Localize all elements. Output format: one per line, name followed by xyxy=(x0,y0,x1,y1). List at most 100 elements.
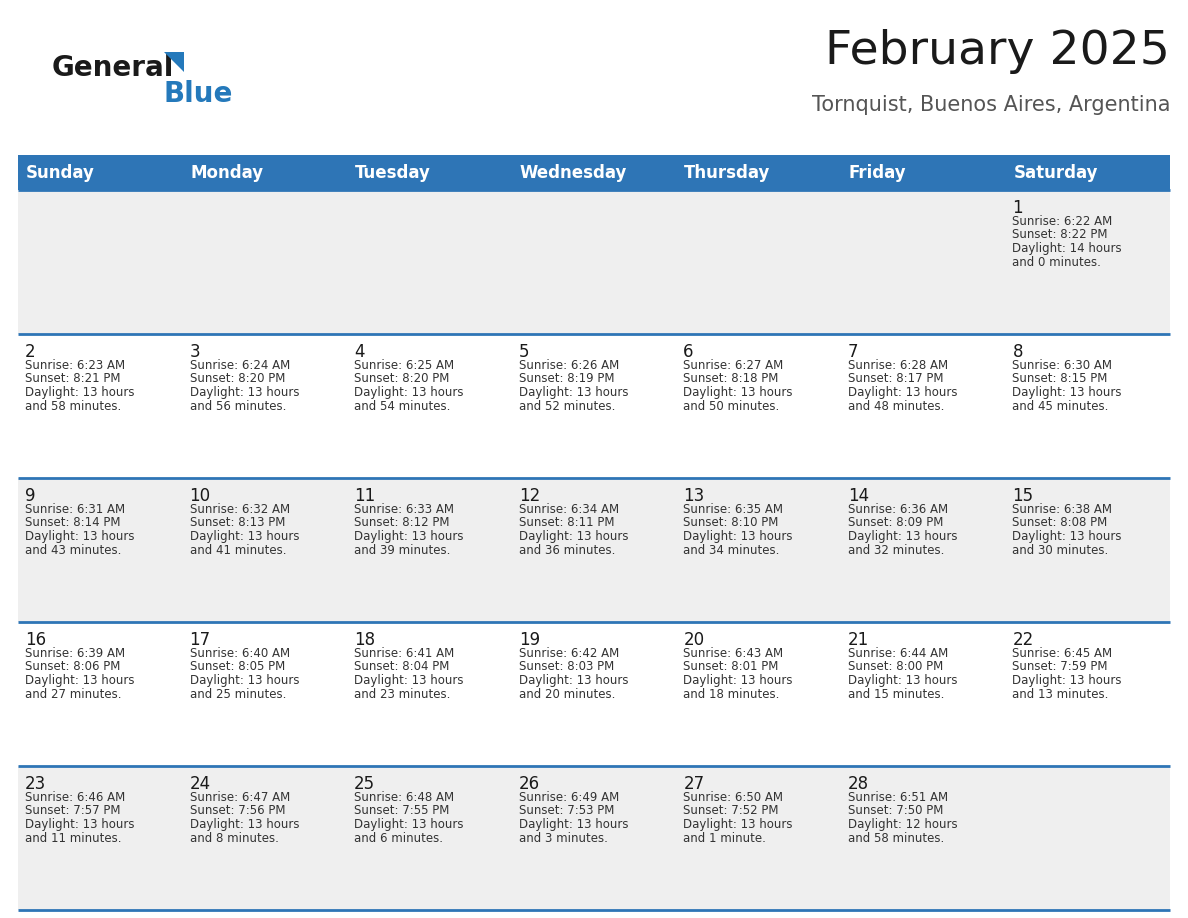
Bar xyxy=(183,155,347,190)
Text: Wednesday: Wednesday xyxy=(519,163,627,182)
Text: and 11 minutes.: and 11 minutes. xyxy=(25,832,121,845)
Text: Friday: Friday xyxy=(849,163,906,182)
Text: Sunrise: 6:23 AM: Sunrise: 6:23 AM xyxy=(25,359,125,372)
Text: Sunset: 8:13 PM: Sunset: 8:13 PM xyxy=(190,517,285,530)
Text: Sunrise: 6:25 AM: Sunrise: 6:25 AM xyxy=(354,359,454,372)
Text: Sunset: 8:00 PM: Sunset: 8:00 PM xyxy=(848,660,943,674)
Text: Sunrise: 6:38 AM: Sunrise: 6:38 AM xyxy=(1012,503,1112,516)
Text: 6: 6 xyxy=(683,343,694,361)
Text: Tuesday: Tuesday xyxy=(355,163,431,182)
Text: Daylight: 13 hours: Daylight: 13 hours xyxy=(683,674,792,687)
Text: Daylight: 13 hours: Daylight: 13 hours xyxy=(354,818,463,831)
Text: Sunrise: 6:48 AM: Sunrise: 6:48 AM xyxy=(354,791,454,804)
Text: 24: 24 xyxy=(190,775,210,793)
Text: Daylight: 13 hours: Daylight: 13 hours xyxy=(848,530,958,543)
Text: Sunset: 7:56 PM: Sunset: 7:56 PM xyxy=(190,804,285,818)
Text: Daylight: 13 hours: Daylight: 13 hours xyxy=(683,818,792,831)
Text: 13: 13 xyxy=(683,487,704,505)
Text: 15: 15 xyxy=(1012,487,1034,505)
Text: Sunset: 8:17 PM: Sunset: 8:17 PM xyxy=(848,373,943,386)
Text: 2: 2 xyxy=(25,343,36,361)
Text: Sunrise: 6:42 AM: Sunrise: 6:42 AM xyxy=(519,647,619,660)
Text: 5: 5 xyxy=(519,343,529,361)
Text: Sunrise: 6:49 AM: Sunrise: 6:49 AM xyxy=(519,791,619,804)
Text: Daylight: 13 hours: Daylight: 13 hours xyxy=(354,530,463,543)
Text: 9: 9 xyxy=(25,487,36,505)
Text: and 43 minutes.: and 43 minutes. xyxy=(25,543,121,556)
Text: Sunset: 8:01 PM: Sunset: 8:01 PM xyxy=(683,660,778,674)
Text: Daylight: 13 hours: Daylight: 13 hours xyxy=(190,818,299,831)
Text: Daylight: 13 hours: Daylight: 13 hours xyxy=(25,674,134,687)
Text: and 36 minutes.: and 36 minutes. xyxy=(519,543,615,556)
Text: Sunrise: 6:50 AM: Sunrise: 6:50 AM xyxy=(683,791,783,804)
Text: Daylight: 13 hours: Daylight: 13 hours xyxy=(1012,674,1121,687)
Bar xyxy=(1005,155,1170,190)
Text: Sunrise: 6:31 AM: Sunrise: 6:31 AM xyxy=(25,503,125,516)
Text: Sunrise: 6:27 AM: Sunrise: 6:27 AM xyxy=(683,359,784,372)
Text: 20: 20 xyxy=(683,631,704,649)
Text: and 6 minutes.: and 6 minutes. xyxy=(354,832,443,845)
Text: Daylight: 12 hours: Daylight: 12 hours xyxy=(848,818,958,831)
Text: Sunrise: 6:35 AM: Sunrise: 6:35 AM xyxy=(683,503,783,516)
Text: 26: 26 xyxy=(519,775,539,793)
Text: and 58 minutes.: and 58 minutes. xyxy=(25,399,121,412)
Text: 8: 8 xyxy=(1012,343,1023,361)
Text: Sunset: 8:15 PM: Sunset: 8:15 PM xyxy=(1012,373,1107,386)
Text: Daylight: 13 hours: Daylight: 13 hours xyxy=(519,818,628,831)
Text: and 3 minutes.: and 3 minutes. xyxy=(519,832,607,845)
Text: and 27 minutes.: and 27 minutes. xyxy=(25,688,121,700)
Text: Sunset: 8:06 PM: Sunset: 8:06 PM xyxy=(25,660,120,674)
Text: 28: 28 xyxy=(848,775,868,793)
Bar xyxy=(347,155,512,190)
Text: 3: 3 xyxy=(190,343,201,361)
Text: Sunset: 8:04 PM: Sunset: 8:04 PM xyxy=(354,660,449,674)
Text: Monday: Monday xyxy=(190,163,264,182)
Text: 18: 18 xyxy=(354,631,375,649)
Text: Daylight: 13 hours: Daylight: 13 hours xyxy=(1012,530,1121,543)
Text: Daylight: 13 hours: Daylight: 13 hours xyxy=(25,818,134,831)
Text: Sunset: 8:09 PM: Sunset: 8:09 PM xyxy=(848,517,943,530)
Text: and 13 minutes.: and 13 minutes. xyxy=(1012,688,1108,700)
Text: and 56 minutes.: and 56 minutes. xyxy=(190,399,286,412)
Bar xyxy=(512,155,676,190)
Text: Sunrise: 6:47 AM: Sunrise: 6:47 AM xyxy=(190,791,290,804)
Text: Sunset: 8:21 PM: Sunset: 8:21 PM xyxy=(25,373,120,386)
Text: Sunset: 8:20 PM: Sunset: 8:20 PM xyxy=(190,373,285,386)
Text: Sunrise: 6:45 AM: Sunrise: 6:45 AM xyxy=(1012,647,1112,660)
Text: Saturday: Saturday xyxy=(1013,163,1098,182)
Text: Daylight: 13 hours: Daylight: 13 hours xyxy=(190,530,299,543)
Text: Sunset: 7:59 PM: Sunset: 7:59 PM xyxy=(1012,660,1108,674)
Text: Sunset: 8:20 PM: Sunset: 8:20 PM xyxy=(354,373,449,386)
Text: Daylight: 13 hours: Daylight: 13 hours xyxy=(519,674,628,687)
Text: Sunrise: 6:32 AM: Sunrise: 6:32 AM xyxy=(190,503,290,516)
Text: Tornquist, Buenos Aires, Argentina: Tornquist, Buenos Aires, Argentina xyxy=(811,95,1170,115)
Text: 1: 1 xyxy=(1012,199,1023,217)
Text: and 32 minutes.: and 32 minutes. xyxy=(848,543,944,556)
Text: Sunset: 8:22 PM: Sunset: 8:22 PM xyxy=(1012,229,1108,241)
Text: 7: 7 xyxy=(848,343,859,361)
Text: and 20 minutes.: and 20 minutes. xyxy=(519,688,615,700)
Text: Sunrise: 6:43 AM: Sunrise: 6:43 AM xyxy=(683,647,783,660)
Text: General: General xyxy=(52,54,175,82)
Text: and 39 minutes.: and 39 minutes. xyxy=(354,543,450,556)
Text: and 18 minutes.: and 18 minutes. xyxy=(683,688,779,700)
Bar xyxy=(18,155,183,190)
Text: 19: 19 xyxy=(519,631,539,649)
Text: Daylight: 13 hours: Daylight: 13 hours xyxy=(848,674,958,687)
Text: Sunrise: 6:51 AM: Sunrise: 6:51 AM xyxy=(848,791,948,804)
Text: and 0 minutes.: and 0 minutes. xyxy=(1012,255,1101,268)
Text: Daylight: 13 hours: Daylight: 13 hours xyxy=(848,386,958,399)
Text: and 34 minutes.: and 34 minutes. xyxy=(683,543,779,556)
Text: 11: 11 xyxy=(354,487,375,505)
Text: and 15 minutes.: and 15 minutes. xyxy=(848,688,944,700)
Text: 27: 27 xyxy=(683,775,704,793)
Polygon shape xyxy=(164,52,184,72)
Text: and 52 minutes.: and 52 minutes. xyxy=(519,399,615,412)
Text: and 48 minutes.: and 48 minutes. xyxy=(848,399,944,412)
Text: Daylight: 13 hours: Daylight: 13 hours xyxy=(190,674,299,687)
Text: Daylight: 13 hours: Daylight: 13 hours xyxy=(25,386,134,399)
Text: Sunset: 8:08 PM: Sunset: 8:08 PM xyxy=(1012,517,1107,530)
Text: 25: 25 xyxy=(354,775,375,793)
Bar xyxy=(18,622,1170,766)
Text: Sunset: 8:03 PM: Sunset: 8:03 PM xyxy=(519,660,614,674)
